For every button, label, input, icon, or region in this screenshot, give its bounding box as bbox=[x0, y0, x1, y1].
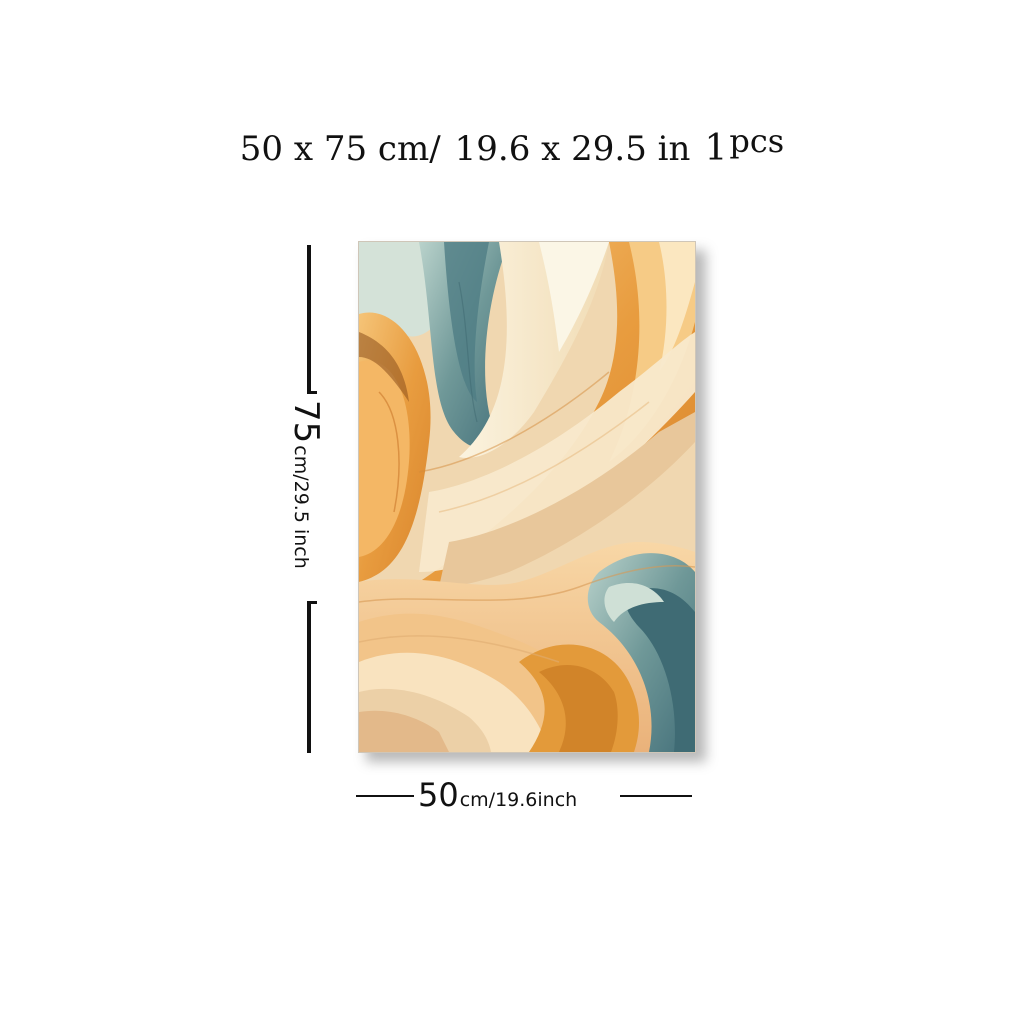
width-value: 50 bbox=[418, 776, 459, 814]
height-dimension-tick-bottom bbox=[307, 601, 317, 604]
width-unit-text: cm/19.6inch bbox=[459, 789, 578, 811]
height-dimension-line-bottom bbox=[307, 601, 311, 753]
size-cm-text: 50 x 75 cm/ bbox=[239, 129, 441, 169]
height-dimension-line-top bbox=[307, 245, 311, 393]
size-inch-text: 19.6 x 29.5 in bbox=[454, 129, 691, 169]
width-dimension-label: 50cm/19.6inch bbox=[418, 776, 577, 814]
canvas-artwork bbox=[358, 241, 696, 753]
size-headline: 50 x 75 cm/19.6 x 29.5 in 1pcs bbox=[0, 122, 1024, 169]
height-dimension-label: 75cm/29.5 inch bbox=[286, 400, 326, 569]
width-dimension-line-left bbox=[356, 795, 414, 797]
width-dimension: 50cm/19.6inch bbox=[356, 776, 694, 816]
height-dimension: 75cm/29.5 inch bbox=[286, 245, 328, 753]
width-dimension-line-right bbox=[620, 795, 692, 797]
height-unit-text: cm/29.5 inch bbox=[290, 445, 312, 569]
abstract-wave-painting bbox=[359, 242, 695, 752]
height-value: 75 bbox=[286, 400, 326, 444]
height-dimension-tick-top bbox=[307, 391, 317, 394]
quantity-unit: pcs bbox=[729, 122, 785, 160]
quantity-number: 1 bbox=[704, 128, 728, 169]
